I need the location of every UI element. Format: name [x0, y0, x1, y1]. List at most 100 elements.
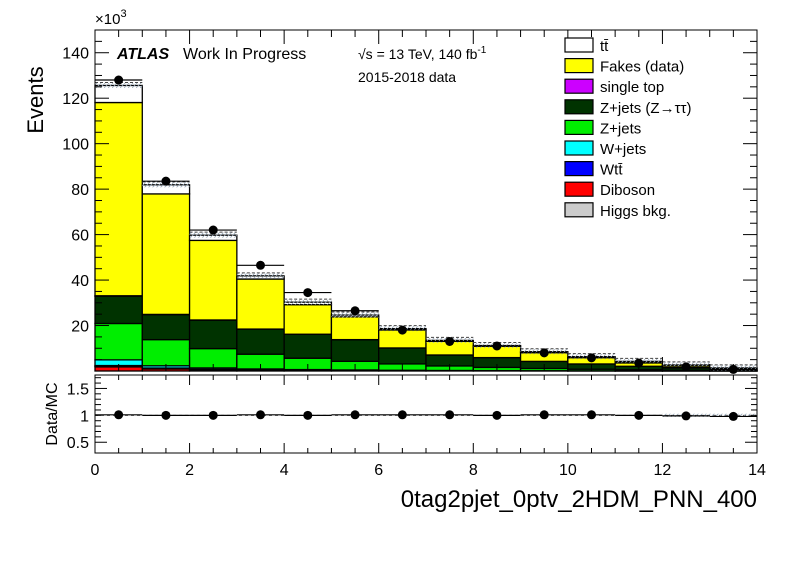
y-tick-label: 140: [62, 46, 89, 63]
stack-bar-fakes-data-: [283, 304, 333, 335]
ratio-y-tick-label: 0.5: [67, 435, 89, 452]
atlas-label: ATLAS: [116, 46, 169, 63]
x-tick-label: 4: [280, 462, 289, 479]
legend-swatch-higgs-bkg-: [564, 202, 594, 218]
ratio-point: [587, 410, 596, 420]
ratio-y-tick-label: 1.5: [67, 381, 89, 398]
y-tick-label: 40: [71, 273, 89, 290]
data-period-label: 2015-2018 data: [358, 69, 456, 85]
data-point: [350, 306, 360, 316]
legend-swatch-z-jets-z-: [564, 99, 594, 115]
x-tick-label: 14: [748, 462, 766, 479]
y-tick-label: 80: [71, 182, 89, 199]
stack-bar-z-jets-z-: [94, 295, 143, 325]
mc-uncertainty-band: [95, 82, 143, 88]
stack-bars: [94, 84, 758, 372]
ratio-point: [114, 410, 124, 420]
ratio-point: [492, 410, 502, 420]
x-tick-label: 0: [91, 462, 100, 479]
legend-label: Diboson: [600, 182, 655, 199]
data-point: [634, 358, 644, 368]
stack-bar-z-jets-z-: [141, 313, 191, 341]
data-point: [208, 225, 218, 235]
ratio-point: [161, 410, 171, 420]
ratio-point: [397, 410, 407, 420]
ratio-point: [350, 410, 360, 420]
legend-label: single top: [600, 79, 664, 96]
x-tick-label: 2: [185, 462, 194, 479]
ratio-point: [208, 410, 218, 420]
data-points: [95, 75, 757, 374]
stack-bar-fakes-data-: [188, 239, 238, 321]
legend-label: tt̄: [600, 38, 609, 55]
ratio-points: [95, 410, 757, 421]
legend-swatch-wtt: [564, 161, 594, 177]
data-point: [587, 353, 596, 363]
x-tick-label: 8: [469, 462, 478, 479]
svg-text:√s = 13 TeV, 140 fb-1: √s = 13 TeV, 140 fb-1: [358, 45, 487, 62]
stack-bar-fakes-data-: [330, 316, 380, 341]
data-point: [114, 75, 124, 85]
data-point: [303, 288, 313, 298]
legend-swatch-fakes-data-: [564, 57, 594, 74]
x-tick-label: 10: [559, 462, 577, 479]
y-tick-label: 60: [71, 228, 89, 245]
mc-uncertainty-band: [284, 299, 332, 305]
y-tick-label: 120: [62, 91, 89, 108]
data-point: [161, 176, 171, 186]
stack-bar-z-jets-z-: [283, 333, 333, 359]
main-x-axis: [94, 30, 758, 371]
x-tick-label: 12: [654, 462, 672, 479]
ratio-point: [256, 410, 265, 420]
stack-bar-z-jets-z-: [378, 347, 427, 365]
stack-bar-fakes-data-: [141, 193, 191, 316]
ratio-point: [634, 410, 644, 420]
legend-swatch-tt: [564, 37, 594, 53]
data-point: [397, 325, 407, 335]
ratio-point: [303, 410, 313, 420]
stack-bar-z-jets: [141, 338, 191, 367]
legend-label: Z+jets (Z→ττ): [600, 100, 691, 117]
ratio-point: [728, 411, 738, 421]
ratio-axis-title: Data/MC: [44, 382, 61, 445]
y-tick-label: 100: [62, 137, 89, 154]
data-point: [492, 341, 502, 351]
stack-bar-fakes-data-: [94, 101, 143, 297]
stack-bar-tt: [94, 84, 143, 104]
legend-swatch-w-jets: [564, 140, 594, 156]
legend-label: W+jets: [600, 141, 646, 158]
y-tick-label: 20: [71, 319, 89, 336]
mc-uncertainty-band: [189, 232, 237, 238]
x-axis-title: 0tag2pjet_0ptv_2HDM_PNN_400: [401, 486, 757, 513]
legend-label: Z+jets: [600, 120, 641, 137]
y-multiplier: ×103: [95, 8, 127, 28]
legend-label: Wtt̄: [600, 162, 623, 179]
ratio-point: [445, 410, 455, 420]
atlas-sublabel: Work In Progress: [183, 46, 306, 63]
ratio-point: [681, 411, 691, 421]
stack-bar-fakes-data-: [236, 278, 285, 330]
legend-label: Fakes (data): [600, 59, 684, 76]
y-axis-title: Events: [23, 66, 48, 133]
data-point: [539, 348, 549, 358]
legend-swatch-single-top: [564, 78, 594, 94]
legend-swatch-z-jets: [564, 119, 594, 136]
legend-label: Higgs bkg.: [600, 203, 671, 220]
stack-bar-z-jets-z-: [330, 339, 380, 362]
ratio-x-axis: 0 2 4 6 8 10 12 14: [91, 375, 766, 479]
stack-bar-z-jets-z-: [188, 319, 238, 350]
legend: tt̄ Fakes (data) single top Z+jets (Z→ττ) Z+…: [564, 37, 691, 220]
stack-bar-z-jets-z-: [236, 328, 285, 355]
energy-label: √s = 13 TeV, 140 fb-1: [358, 45, 487, 62]
stack-bar-z-jets: [94, 322, 143, 361]
x-tick-label: 6: [374, 462, 383, 479]
ratio-y-axis: 0.5 1 1.5: [67, 377, 757, 452]
main-y-axis: 20 40 60 80 100 120 140: [62, 29, 757, 372]
ratio-plot-frame: [94, 374, 758, 454]
ratio-point: [539, 410, 549, 420]
data-point: [445, 336, 455, 346]
data-point: [256, 260, 265, 270]
ratio-y-tick-label: 1: [80, 408, 89, 425]
mc-uncertainty-band: [236, 273, 285, 279]
